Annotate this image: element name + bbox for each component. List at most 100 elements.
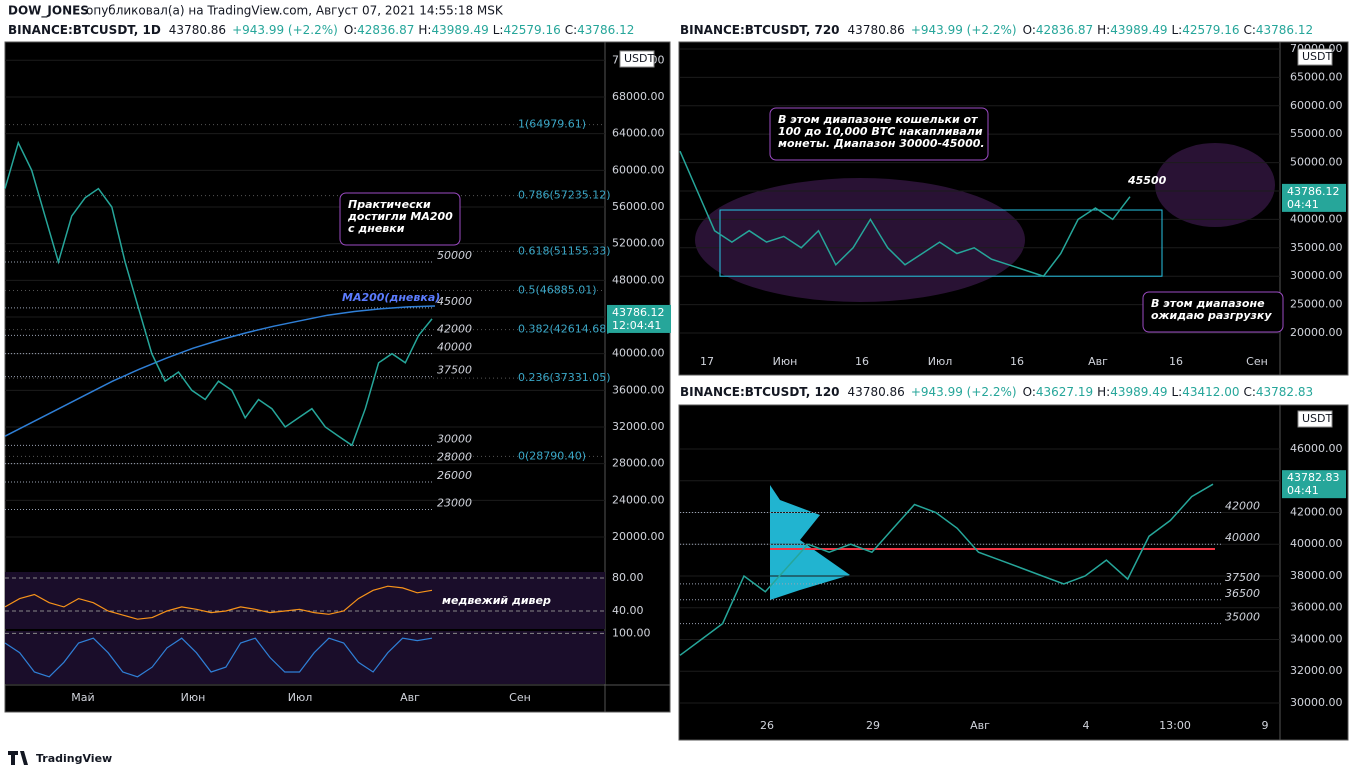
x-tick-label: 13:00	[1159, 719, 1191, 732]
y-tick-label: 64000.00	[612, 127, 665, 140]
annotation: 45500	[1127, 174, 1167, 187]
last-price: 43780.86	[848, 385, 905, 399]
zone-ellipse	[695, 178, 1025, 302]
ohlc-label: O:	[344, 23, 357, 37]
ohlc-label: C:	[565, 23, 577, 37]
indicator-line	[4, 637, 433, 678]
level-label: 30000	[437, 432, 472, 445]
x-tick-label: Июн	[773, 355, 798, 368]
volume-profile	[770, 485, 850, 600]
indicator-tick-label: 80.00	[612, 571, 644, 584]
y-tick-label: 24000.00	[612, 493, 665, 506]
y-tick-label: 36000.00	[1290, 601, 1343, 614]
price-tag-time: 04:41	[1287, 484, 1319, 497]
y-tick-label: 55000.00	[1290, 127, 1343, 140]
ohlc-value: 43412.00	[1182, 385, 1239, 399]
chart-header: BINANCE:BTCUSDT, 720 43780.86 +943.99 (+2.…	[680, 23, 1313, 37]
annotation-box	[339, 192, 461, 246]
y-tick-label: 38000.00	[1290, 569, 1343, 582]
y-tick-label: 35000.00	[1290, 241, 1343, 254]
level-label: 40000	[1225, 531, 1260, 544]
ohlc-label: H:	[1097, 23, 1110, 37]
y-tick-label: 60000.00	[1290, 99, 1343, 112]
change: +943.99 (+2.2%)	[232, 23, 338, 37]
ohlc-label: L:	[1171, 385, 1182, 399]
y-tick-label: 36000.00	[612, 383, 665, 396]
ohlc-label: H:	[418, 23, 431, 37]
stoch-pane	[5, 631, 605, 684]
price-tag	[1282, 183, 1346, 212]
y-tick-label: 30000.00	[1290, 269, 1343, 282]
level-label: 35000	[1225, 611, 1260, 624]
y-tick-label: 48000.00	[612, 273, 665, 286]
price-tag-time: 12:04:41	[612, 319, 661, 332]
ohlc-value: 43786.12	[577, 23, 634, 37]
y-tick-label: 20000.00	[612, 530, 665, 543]
level-label: 23000	[437, 496, 472, 509]
fib-label: 1(64979.61)	[518, 118, 586, 131]
x-tick-label: Авг	[970, 719, 990, 732]
ohlc-label: C:	[1243, 385, 1255, 399]
last-price: 43780.86	[848, 23, 905, 37]
ohlc-value: 43989.49	[1110, 385, 1167, 399]
fib-label: 0.618(51155.33)	[518, 244, 611, 257]
indicator-tick-label: 40.00	[612, 604, 644, 617]
chart-header: BINANCE:BTCUSDT, 120 43780.86 +943.99 (+2.…	[680, 385, 1313, 399]
published: опубликовал(а) на TradingView.com, Авгус…	[86, 4, 504, 18]
author: DOW_JONES	[8, 4, 89, 19]
ohlc-value: 43989.49	[1110, 23, 1167, 37]
price-tag-value: 43782.83	[1287, 471, 1340, 484]
ohlc-value: 42836.87	[1036, 23, 1093, 37]
level-label: 40000	[437, 341, 472, 354]
level-label: 50000	[437, 249, 472, 262]
ohlc-label: L:	[1171, 23, 1182, 37]
ohlc-value: 43786.12	[1256, 23, 1313, 37]
ma200-line	[4, 305, 436, 437]
y-tick-label: 34000.00	[1290, 632, 1343, 645]
y-tick-label: 40000.00	[1290, 212, 1343, 225]
change: +943.99 (+2.2%)	[911, 385, 1017, 399]
fib-label: 0.5(46885.01)	[518, 284, 597, 297]
x-tick-label: 4	[1083, 719, 1090, 732]
x-tick-label: Июл	[288, 691, 313, 704]
annotation-box	[769, 107, 989, 161]
annotation: 100 до 10,000 BTC накапливали	[778, 125, 983, 138]
y-tick-label: 46000.00	[1290, 442, 1343, 455]
y-tick-label: 42000.00	[1290, 505, 1343, 518]
annotation-box	[1142, 291, 1284, 333]
y-tick-label: 52000.00	[612, 237, 665, 250]
annotation: ожидаю разгрузку	[1151, 309, 1272, 322]
indicator-tick-label: 100.00	[612, 626, 651, 639]
zone-box	[719, 209, 1163, 277]
currency: USDT	[624, 52, 655, 65]
price-line	[679, 150, 1131, 278]
ohlc-value: 43782.83	[1256, 385, 1313, 399]
level-label: 36500	[1225, 587, 1260, 600]
y-tick-label: 60000.00	[612, 163, 665, 176]
ohlc-value: 42579.16	[1182, 23, 1239, 37]
ohlc-value: 43627.19	[1036, 385, 1093, 399]
y-tick-label: 20000.00	[1290, 326, 1343, 339]
fib-label: 0.236(37331.05)	[518, 371, 611, 384]
annotation: достигли MA200	[347, 210, 453, 223]
ohlc-label: O:	[1023, 23, 1036, 37]
y-tick-label: 65000.00	[1290, 70, 1343, 83]
chart-header: BINANCE:BTCUSDT, 1D 43780.86 +943.99 (+2.2…	[8, 23, 634, 37]
level-label: 45000	[437, 295, 472, 308]
x-tick-label: 26	[760, 719, 774, 732]
fib-label: 0.786(57235.12)	[518, 189, 611, 202]
y-tick-label: 32000.00	[1290, 664, 1343, 677]
y-tick-label: 50000.00	[1290, 156, 1343, 169]
price-line	[679, 483, 1214, 656]
level-label: 28000	[437, 451, 472, 464]
fib-label: 0(28790.40)	[518, 449, 586, 462]
symbol: BINANCE:BTCUSDT, 120	[680, 385, 840, 399]
x-tick-label: Июн	[181, 691, 206, 704]
price-tag-value: 43786.12	[1287, 185, 1340, 198]
fib-label: 0.382(42614.68)	[518, 323, 611, 336]
rsi-pane	[5, 572, 605, 629]
level-label: 37500	[1225, 571, 1260, 584]
annotation: монеты. Диапазон 30000-45000.	[778, 137, 985, 150]
x-tick-label: Авг	[1088, 355, 1108, 368]
x-tick-label: Сен	[1246, 355, 1268, 368]
